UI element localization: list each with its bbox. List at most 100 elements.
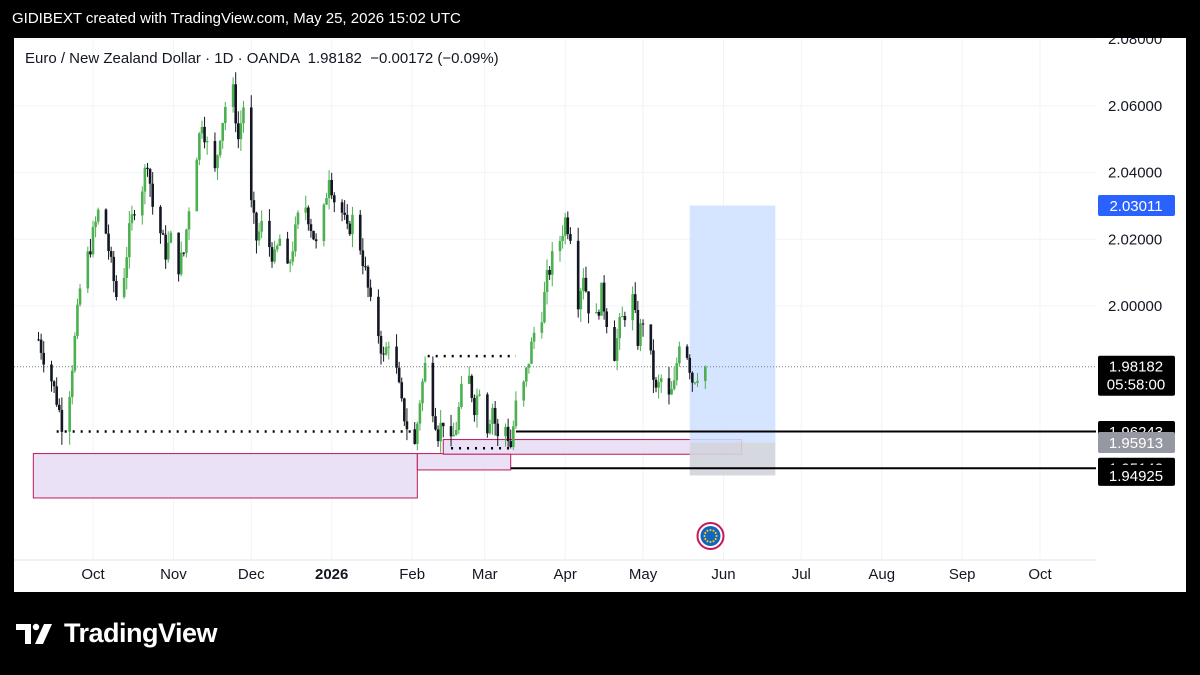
- candle-down: [50, 364, 53, 382]
- candle-down: [509, 441, 513, 448]
- candle-up: [143, 167, 147, 192]
- flag-star: [704, 532, 707, 534]
- candle-up: [218, 140, 222, 156]
- candle-down: [473, 397, 476, 416]
- candle-up: [618, 317, 621, 339]
- candle-down: [148, 169, 152, 184]
- candle-up: [600, 282, 603, 316]
- candle-down: [688, 357, 692, 373]
- candle-up: [540, 322, 544, 333]
- candle-up: [122, 277, 126, 298]
- price-tag-label: 1.95913: [1109, 435, 1163, 452]
- price-tag: [1098, 464, 1175, 486]
- candle-up: [657, 382, 660, 388]
- candle-up: [242, 107, 245, 124]
- candle-down: [413, 429, 417, 444]
- candle-down: [159, 206, 162, 234]
- y-tick-label: 2.02000: [1108, 231, 1162, 248]
- candle-up: [545, 269, 549, 292]
- candle-up: [418, 403, 422, 424]
- candle-up: [216, 155, 219, 169]
- candle-up: [454, 430, 458, 435]
- candle-up: [631, 294, 634, 321]
- candle-down: [649, 324, 653, 351]
- candle-up: [467, 375, 471, 384]
- candle-down: [104, 209, 108, 234]
- price-change-pct: (−0.09%): [437, 50, 499, 67]
- candle-up: [672, 380, 676, 390]
- x-tick-label: Oct: [81, 566, 105, 583]
- candle-up: [169, 232, 173, 243]
- candle-down: [431, 362, 435, 417]
- candle-down: [436, 429, 440, 442]
- candle-down: [340, 202, 344, 213]
- candle-down: [641, 323, 645, 325]
- candle-up: [532, 332, 536, 342]
- candle-up: [200, 126, 204, 134]
- candle-up: [475, 395, 479, 416]
- candle-up: [179, 252, 183, 275]
- flag-star: [703, 535, 706, 537]
- candle-up: [478, 394, 481, 396]
- target-zone: [689, 205, 776, 443]
- chart-frame[interactable]: Oct Nov Dec 2026 Feb Mar Apr May Jun Jul Aug Sep Oct…: [14, 38, 1186, 592]
- candle-down: [366, 266, 370, 288]
- candle-up: [522, 381, 525, 401]
- candle-down: [584, 277, 588, 292]
- symbol-exchange: OANDA: [246, 50, 300, 67]
- demand-zone: [416, 453, 512, 471]
- candle-up: [221, 123, 225, 141]
- candle-down: [312, 230, 315, 240]
- candle-down: [576, 240, 580, 310]
- flag-star: [709, 541, 712, 543]
- candle-up: [550, 251, 554, 275]
- candle-down: [486, 394, 489, 434]
- candle-up: [304, 207, 308, 213]
- candle-down: [307, 207, 310, 225]
- candle-down: [434, 416, 437, 430]
- candle-down: [89, 251, 92, 255]
- candle-down: [496, 423, 500, 437]
- candle-down: [39, 339, 43, 353]
- flag-star: [706, 529, 709, 532]
- candle-up: [205, 141, 209, 143]
- candle-down: [403, 398, 406, 422]
- candle-up: [187, 211, 191, 230]
- candle-down: [605, 311, 609, 328]
- price-chart[interactable]: Oct Nov Dec 2026 Feb Mar Apr May Jun Jul Aug Sep Oct…: [14, 38, 1186, 592]
- candle-down: [330, 179, 333, 196]
- candle-down: [506, 426, 510, 442]
- price-change: −0.00172: [370, 50, 434, 67]
- candle-down: [685, 346, 689, 358]
- candle-up: [696, 380, 699, 383]
- candle-down: [691, 372, 694, 383]
- candle-up: [140, 191, 144, 216]
- candle-up: [257, 231, 261, 241]
- candle-up: [291, 251, 295, 262]
- candle-up: [457, 406, 461, 431]
- candle-up: [70, 370, 74, 398]
- candle-up: [524, 367, 528, 382]
- candle-down: [182, 252, 186, 254]
- candle-down: [449, 426, 453, 437]
- candle-up: [96, 209, 100, 222]
- demand-zone: [32, 453, 418, 499]
- candle-down: [369, 287, 372, 297]
- candle-up: [128, 223, 131, 258]
- candle-down: [332, 195, 336, 203]
- candle-up: [558, 240, 562, 252]
- candle-down: [382, 353, 385, 355]
- flag-star: [712, 540, 715, 543]
- candle-down: [234, 84, 237, 124]
- candle-down: [55, 386, 58, 405]
- candle-down: [203, 126, 206, 143]
- candle-down: [236, 123, 240, 140]
- tradingview-logo: TradingView: [16, 618, 218, 649]
- candle-up: [488, 423, 492, 434]
- candle-up: [322, 204, 326, 242]
- flag-star: [709, 529, 712, 531]
- candle-up: [675, 363, 679, 381]
- price-tag-label: 1.94925: [1109, 468, 1163, 485]
- candle-down: [109, 251, 113, 257]
- candle-down: [270, 247, 274, 262]
